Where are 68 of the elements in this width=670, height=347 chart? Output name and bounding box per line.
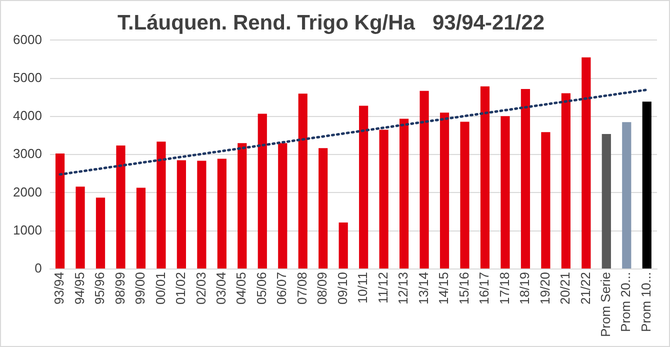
x-tick-label: 11/12 [375,272,390,304]
bar [460,122,470,268]
x-tick-label: 21/22 [578,272,593,305]
bar [116,145,126,268]
bar [541,132,550,268]
bar [96,198,106,268]
x-tick-label: 10/11 [355,272,370,304]
x-tick-label: Prom 20... [618,272,634,332]
bar [642,102,652,268]
x-tick-label: Prom 10... [638,272,654,332]
x-tick-label: 06/07 [274,272,290,305]
x-tick-label: 14/15 [436,272,452,305]
bar [520,89,530,268]
x-tick-label: 13/14 [416,272,431,305]
bar [622,122,632,268]
x-tick-label: 09/10 [334,272,350,305]
bar [602,134,611,268]
y-tick-label: 4000 [13,108,42,124]
bar [156,142,166,268]
x-tick-label: 00/01 [152,272,168,305]
bar [399,118,409,268]
x-tick-label: Prom Serie [598,272,613,338]
bar [338,222,348,268]
bar [480,86,490,268]
bar [420,90,429,268]
x-tick-label: 18/19 [517,272,532,305]
y-tick-label: 1000 [13,222,42,238]
bar [359,106,368,268]
bar [217,158,226,268]
bar [298,94,308,268]
x-tick-label: 01/02 [173,272,188,305]
bar [197,160,206,268]
x-tick-label: 07/08 [294,272,310,305]
x-tick-label: 17/18 [496,272,512,305]
x-tick-label: 16/17 [476,272,492,305]
x-tick-label: 94/95 [72,272,87,305]
bar [278,143,288,268]
x-tick-label: 02/03 [193,272,208,305]
x-tick-label: 15/16 [456,272,472,305]
bar [136,188,146,268]
bar [238,143,247,268]
y-tick-label: 0 [34,260,42,276]
x-tick-label: 99/00 [132,272,148,305]
bar [440,112,450,268]
x-tick-label: 19/20 [537,272,552,305]
x-tick-label: 08/09 [314,272,330,305]
bar [176,160,186,268]
bar [561,93,570,268]
x-tick-label: 93/94 [52,272,67,305]
x-tick-label: 95/96 [92,272,108,305]
x-tick-label: 98/99 [112,272,128,305]
x-tick-label: 05/06 [254,272,269,305]
x-tick-label: 12/13 [396,272,411,305]
x-tick-label: 20/21 [558,272,573,305]
bar [55,153,65,268]
bar [318,148,328,268]
x-tick-label: 03/04 [214,272,229,305]
y-tick-label: 2000 [13,184,42,200]
bar [379,130,388,268]
x-tick-label: 04/05 [234,272,249,305]
bar [582,57,591,268]
y-tick-label: 5000 [13,70,42,85]
bar [258,114,267,268]
chart-title: T.Láuquen. Rend. Trigo Kg/Ha 93/94-21/22 [117,11,545,34]
y-tick-label: 6000 [13,32,42,47]
y-tick-label: 3000 [13,146,42,162]
bar [500,116,510,268]
bar [76,186,85,268]
